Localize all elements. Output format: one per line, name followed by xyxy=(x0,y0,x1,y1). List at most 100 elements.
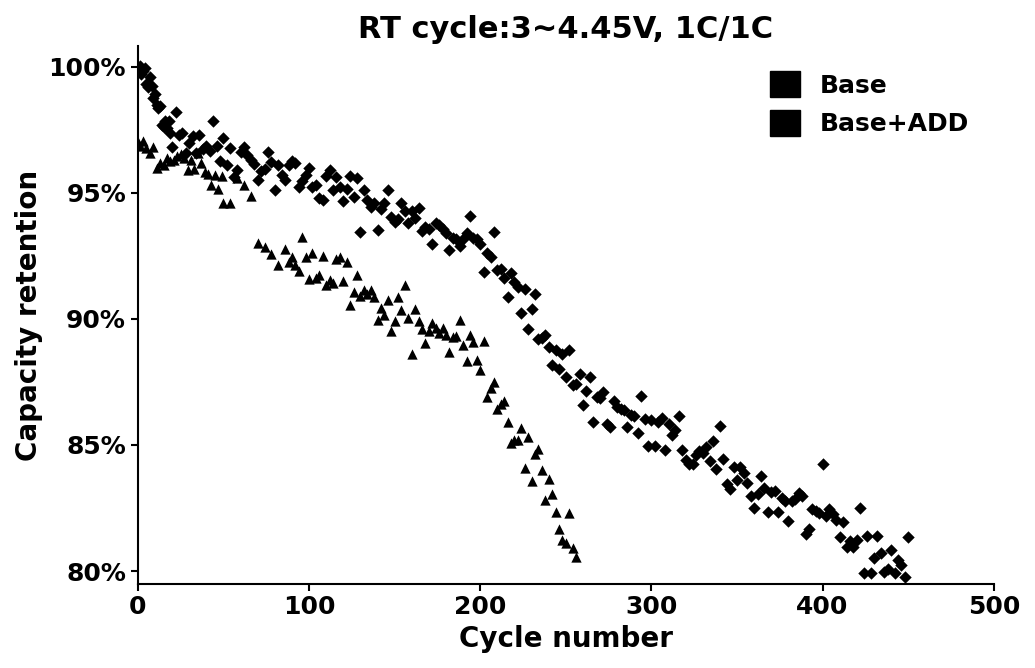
Base xyxy=(530,333,546,344)
Base+ADD xyxy=(335,276,352,287)
Base xyxy=(246,158,263,169)
Base xyxy=(226,172,242,182)
Base xyxy=(162,128,179,139)
Base+ADD xyxy=(551,524,567,534)
Base+ADD xyxy=(186,164,203,174)
Base xyxy=(647,441,663,452)
Base xyxy=(780,516,797,527)
Base xyxy=(249,174,266,185)
Base+ADD xyxy=(479,391,496,402)
Base xyxy=(588,392,604,403)
Base xyxy=(810,508,827,518)
Base+ADD xyxy=(328,253,345,264)
Base xyxy=(380,185,396,196)
Base xyxy=(626,411,643,422)
Base+ADD xyxy=(558,538,574,549)
Base xyxy=(212,155,229,166)
Base xyxy=(893,559,910,570)
Base xyxy=(585,417,601,428)
Base xyxy=(304,182,321,192)
Base xyxy=(766,486,782,496)
Base+ADD xyxy=(207,170,224,180)
Base xyxy=(726,462,742,472)
Base xyxy=(174,127,190,138)
Base xyxy=(708,464,724,474)
Base xyxy=(561,345,578,356)
Base+ADD xyxy=(215,198,232,209)
Base+ADD xyxy=(176,153,193,164)
Base xyxy=(629,428,646,438)
Base+ADD xyxy=(200,169,216,180)
Base xyxy=(294,176,310,187)
Base xyxy=(582,371,598,382)
Base+ADD xyxy=(386,316,403,327)
Base xyxy=(776,496,793,507)
Base+ADD xyxy=(365,291,382,302)
Base+ADD xyxy=(516,463,533,474)
Base xyxy=(506,277,523,288)
Base xyxy=(729,474,745,485)
Base xyxy=(537,329,554,340)
Base xyxy=(605,396,622,407)
Base xyxy=(307,180,324,190)
Base+ADD xyxy=(490,404,506,415)
Base xyxy=(862,568,879,578)
Base xyxy=(131,61,148,71)
Base+ADD xyxy=(493,398,509,409)
Base xyxy=(445,233,462,244)
Base+ADD xyxy=(145,141,161,152)
Base+ADD xyxy=(189,147,206,158)
Base xyxy=(787,494,803,505)
Base+ADD xyxy=(152,158,169,168)
Base+ADD xyxy=(503,438,520,448)
Base+ADD xyxy=(162,156,179,167)
Base xyxy=(496,273,512,283)
Base xyxy=(328,172,345,183)
Base+ADD xyxy=(448,331,465,341)
Base xyxy=(490,265,506,275)
Base xyxy=(650,416,667,427)
Base xyxy=(414,225,431,236)
Base+ADD xyxy=(424,317,441,328)
Base xyxy=(150,102,167,113)
Base xyxy=(671,411,687,422)
Base xyxy=(653,412,670,423)
Base+ADD xyxy=(390,292,407,303)
Base xyxy=(852,503,868,514)
Base xyxy=(485,226,502,237)
Base xyxy=(668,425,684,436)
Base+ADD xyxy=(451,315,468,325)
Base xyxy=(218,160,235,170)
Base+ADD xyxy=(346,287,362,297)
Base xyxy=(386,216,403,227)
Base xyxy=(838,542,855,552)
Base+ADD xyxy=(142,147,158,158)
Title: RT cycle:3~4.45V, 1C/1C: RT cycle:3~4.45V, 1C/1C xyxy=(358,15,773,44)
Base xyxy=(291,182,307,192)
Base+ADD xyxy=(182,154,199,165)
Base+ADD xyxy=(548,506,564,517)
Base xyxy=(171,130,187,140)
Base+ADD xyxy=(331,252,348,263)
Base xyxy=(801,524,818,535)
Base+ADD xyxy=(564,543,581,554)
Base+ADD xyxy=(485,377,502,387)
Base xyxy=(742,491,759,502)
Base xyxy=(140,82,156,93)
Base xyxy=(632,391,649,401)
Base xyxy=(732,462,748,473)
Base xyxy=(321,165,337,176)
Base xyxy=(181,138,198,148)
Base xyxy=(407,212,423,223)
Base xyxy=(404,206,420,216)
Base+ADD xyxy=(131,141,148,152)
Base xyxy=(424,238,441,249)
Base+ADD xyxy=(223,197,239,208)
Base xyxy=(137,62,153,73)
Base+ADD xyxy=(469,355,485,365)
Base xyxy=(520,324,536,335)
Base xyxy=(178,147,195,158)
Base+ADD xyxy=(294,232,310,242)
Base+ADD xyxy=(321,275,337,285)
Base+ADD xyxy=(301,274,318,285)
